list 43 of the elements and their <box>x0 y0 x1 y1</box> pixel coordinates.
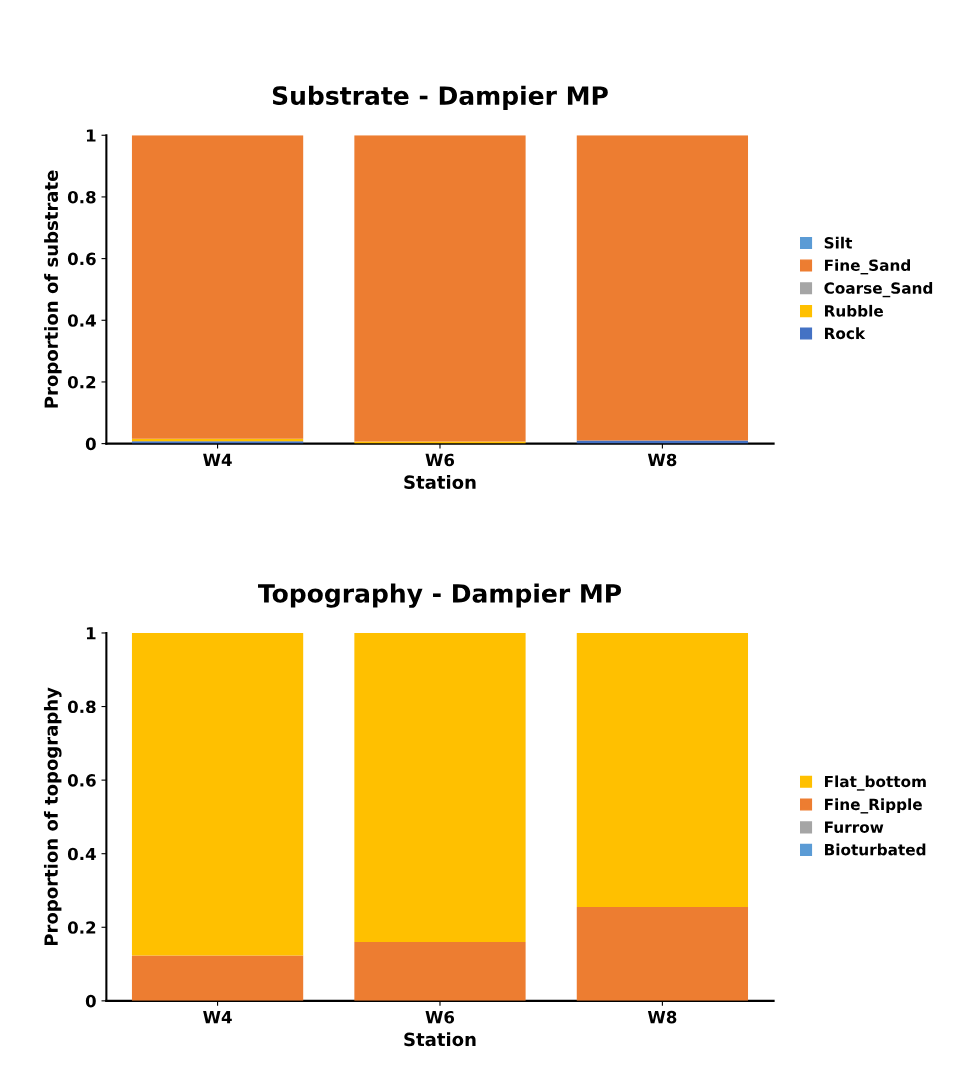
x-tick-label: W4 <box>203 1011 232 1024</box>
legend-label: Fine_Sand <box>825 259 910 275</box>
y-tick-label: 1 <box>86 129 96 142</box>
legend-label: Furrow <box>825 821 884 833</box>
y-tick-label: 0 <box>85 994 96 1008</box>
y-tick-label: 0.2 <box>67 921 96 934</box>
legend-label: Bioturbated <box>825 843 926 856</box>
y-tick-label: 0.4 <box>67 847 96 861</box>
bar <box>576 135 749 441</box>
chart-title: Substrate - Dampier MP <box>272 85 608 110</box>
legend-label: Rubble <box>825 304 883 317</box>
y-axis-title: Proportion of substrate <box>44 170 62 408</box>
bar <box>354 632 526 942</box>
y-tick-label: 0.4 <box>67 314 96 327</box>
x-tick-label: W6 <box>425 1010 455 1024</box>
bar <box>576 907 749 1001</box>
legend-label: Rock <box>825 327 866 340</box>
x-tick-label: W8 <box>647 1010 677 1024</box>
legend-label: Coarse_Sand <box>824 282 933 298</box>
y-tick-label: 0 <box>85 437 96 451</box>
x-tick-label: W8 <box>647 453 677 467</box>
y-axis-title: Proportion of topography <box>43 687 62 946</box>
chart-title: Topography - Dampier MP <box>258 583 622 608</box>
bar <box>354 135 526 442</box>
y-tick-label: 0.2 <box>67 375 96 389</box>
bar <box>354 441 526 444</box>
legend-label: Silt <box>824 236 853 249</box>
bar <box>354 941 526 1001</box>
x-axis-title: Station <box>404 475 476 489</box>
y-tick-label: 0.6 <box>67 774 96 787</box>
x-tick-label: W4 <box>203 453 232 467</box>
y-tick-label: 1 <box>86 627 96 640</box>
bar <box>131 955 304 1001</box>
legend-label: Fine_Ripple <box>825 798 922 814</box>
y-tick-label: 0.6 <box>67 252 96 266</box>
bar <box>131 135 304 439</box>
bar <box>131 632 304 956</box>
x-tick-label: W6 <box>425 453 455 467</box>
y-tick-label: 0.8 <box>67 190 96 204</box>
legend-label: Flat_bottom <box>825 775 926 791</box>
y-tick-label: 0.8 <box>67 700 96 714</box>
bar <box>576 632 749 908</box>
x-axis-title: Station <box>404 1032 476 1047</box>
